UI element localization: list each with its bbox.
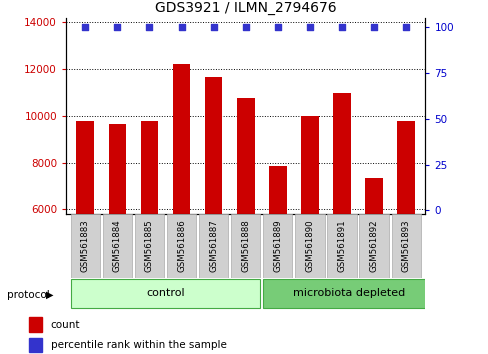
Bar (71, 214, 100, 278)
Point (177, 24, 185, 30)
Bar (365, 178, 382, 214)
Bar (359, 214, 388, 278)
Text: GSM561883: GSM561883 (81, 219, 90, 273)
Point (305, 24, 313, 30)
Bar (332, 92, 350, 214)
Point (273, 24, 281, 30)
Text: GSM561885: GSM561885 (144, 219, 154, 273)
Text: GSM561886: GSM561886 (177, 219, 185, 273)
Text: GSM561891: GSM561891 (337, 220, 346, 272)
Bar (268, 166, 286, 214)
Text: protocol: protocol (7, 290, 50, 299)
Bar (236, 98, 254, 214)
Point (209, 24, 217, 30)
Bar (199, 214, 228, 278)
Title: GDS3921 / ILMN_2794676: GDS3921 / ILMN_2794676 (155, 1, 336, 15)
Text: GSM561887: GSM561887 (209, 219, 218, 273)
Bar (166, 214, 196, 278)
Text: GSM561888: GSM561888 (241, 219, 250, 273)
Bar (301, 116, 318, 214)
Bar (141, 121, 158, 214)
Point (113, 24, 121, 30)
Bar (102, 214, 132, 278)
Point (241, 24, 249, 30)
Bar (29, 317, 42, 332)
Text: GSM561884: GSM561884 (113, 219, 122, 273)
Bar (76, 121, 94, 214)
Text: ▶: ▶ (46, 290, 54, 299)
Point (145, 24, 153, 30)
Bar (204, 77, 222, 214)
Bar (295, 214, 324, 278)
Text: GSM561892: GSM561892 (369, 220, 378, 272)
Text: GSM561890: GSM561890 (305, 220, 314, 272)
Bar (29, 338, 42, 352)
Text: microbiota depleted: microbiota depleted (293, 288, 405, 298)
Text: control: control (146, 288, 184, 298)
Point (369, 24, 377, 30)
Text: percentile rank within the sample: percentile rank within the sample (51, 340, 226, 350)
Bar (172, 64, 190, 214)
Bar (397, 121, 414, 214)
Bar (391, 214, 420, 278)
Bar (327, 214, 356, 278)
Point (337, 24, 345, 30)
Text: GSM561893: GSM561893 (401, 220, 410, 272)
Point (81, 24, 89, 30)
Text: GSM561889: GSM561889 (273, 220, 282, 272)
Bar (231, 214, 260, 278)
Bar (263, 214, 292, 278)
Bar (135, 214, 163, 278)
Bar (263, 280, 434, 308)
Bar (108, 124, 126, 214)
Text: count: count (51, 320, 80, 330)
Point (402, 24, 409, 30)
Bar (71, 280, 260, 308)
